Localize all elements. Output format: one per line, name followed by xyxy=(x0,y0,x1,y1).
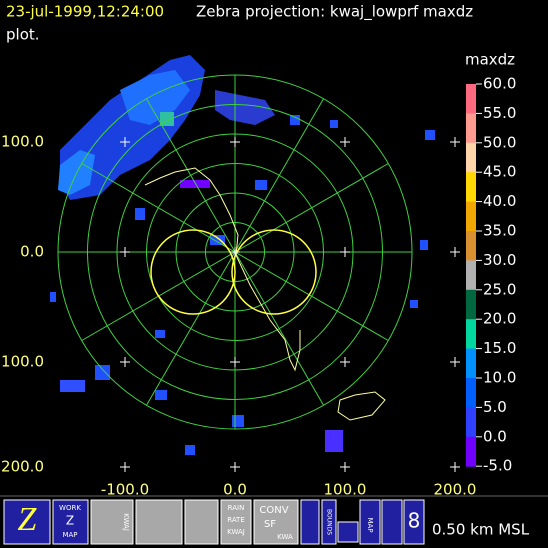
colorbar-segment xyxy=(466,84,476,114)
x-tick-label: 0.0 xyxy=(223,481,247,499)
colorbar-segment xyxy=(466,260,476,291)
grid-cross xyxy=(340,357,350,367)
colorbar-segment xyxy=(466,407,476,438)
grid-cross xyxy=(230,462,240,472)
rain-rate-button[interactable] xyxy=(220,499,252,545)
colorbar-segment xyxy=(466,201,476,232)
colorbar-segment xyxy=(466,172,476,203)
colorbar-label: 10.0 xyxy=(483,369,516,387)
satellite-button[interactable] xyxy=(135,499,183,545)
timestamp: 23-jul-1999,12:24:00 xyxy=(6,3,164,21)
button-label: KWAJ xyxy=(122,513,130,531)
colorbar-label: 20.0 xyxy=(483,310,516,328)
colorbar-segment xyxy=(466,289,476,320)
toolbar: Z WORK Z MAP KWAJ RAIN RATE KWAJ CONV SF… xyxy=(3,499,425,545)
colorbar-title: maxdz xyxy=(465,51,515,69)
altitude-status: 0.50 km MSL xyxy=(432,521,530,539)
colorbar-segment xyxy=(466,436,476,467)
colorbar-segment xyxy=(466,319,476,350)
grid-cross xyxy=(450,247,460,257)
grid-cross xyxy=(120,247,130,257)
y-tick-label: 100.0 xyxy=(1,353,44,371)
button-label: Z xyxy=(66,514,74,528)
zebra-button[interactable] xyxy=(3,499,51,545)
colorbar-label: 60.0 xyxy=(483,75,516,93)
grid-cross xyxy=(340,462,350,472)
button-label: MAP xyxy=(62,531,77,539)
grid-cross xyxy=(340,247,350,257)
colorbar-label: 55.0 xyxy=(483,104,516,122)
button-label: RAIN xyxy=(228,504,245,512)
button-label: RATE xyxy=(227,516,245,524)
y-tick-label: 100.0 xyxy=(1,133,44,151)
colorbar-label: 15.0 xyxy=(483,339,516,357)
plot-title: Zebra projection: kwaj_lowprf maxdz xyxy=(196,3,473,22)
map-button[interactable] xyxy=(359,499,381,545)
grid-cross xyxy=(230,137,240,147)
x-tick-label: 100.0 xyxy=(324,481,367,499)
y-tick-label: 200.0 xyxy=(1,458,44,476)
button-label: KWAJ xyxy=(227,528,245,536)
loop-icon: 8 xyxy=(408,509,421,533)
colorbar-segment xyxy=(466,378,476,408)
x-tick-label: 200.0 xyxy=(434,481,477,499)
colorbar-label: 25.0 xyxy=(483,280,516,298)
grid-cross xyxy=(120,462,130,472)
x-tick-label: -100.0 xyxy=(101,481,149,499)
grid-cross xyxy=(450,137,460,147)
radar-button[interactable] xyxy=(300,499,320,545)
colorbar-segment xyxy=(466,348,476,379)
button-label: WORK xyxy=(59,504,81,512)
bounds-button[interactable] xyxy=(321,499,337,545)
radar-echoes xyxy=(50,55,435,455)
colorbar-label: 35.0 xyxy=(483,222,516,240)
boundaries xyxy=(150,229,317,315)
colorbar-label: 40.0 xyxy=(483,192,516,210)
button-label: KWA xyxy=(277,533,293,541)
button-label: SF xyxy=(264,519,276,530)
grid-cross xyxy=(230,247,240,257)
colorbar-label: 45.0 xyxy=(483,163,516,181)
zebra-logo: Z xyxy=(18,501,38,538)
button-label: BOUNDS xyxy=(326,509,333,535)
colorbar-segment xyxy=(466,113,476,144)
colorbar-label: 0.0 xyxy=(483,427,507,445)
grid-cross xyxy=(120,357,130,367)
coastline xyxy=(144,167,386,421)
colorbar-label: 50.0 xyxy=(483,133,516,151)
grid-cross xyxy=(450,462,460,472)
grid-cross xyxy=(120,137,130,147)
grid-cross xyxy=(450,357,460,367)
grid-cross xyxy=(230,357,240,367)
y-tick-label: 0.0 xyxy=(20,243,44,261)
colorbar-label: 30.0 xyxy=(483,251,516,269)
colorbar-label: -5.0 xyxy=(483,457,512,475)
button-label: CONV xyxy=(259,505,288,516)
colorbar-segment xyxy=(466,231,476,261)
button-label: MAP xyxy=(366,517,374,532)
grid-button[interactable] xyxy=(337,521,359,543)
kwaj-button[interactable] xyxy=(90,499,134,545)
colorbar-label: 5.0 xyxy=(483,398,507,416)
conv-button[interactable] xyxy=(253,499,299,545)
grid-cross xyxy=(340,137,350,147)
plot-title-wrap: plot. xyxy=(6,26,40,44)
loop-button[interactable] xyxy=(403,499,425,545)
work-map-button-2[interactable] xyxy=(184,499,219,545)
colorbar-segment xyxy=(466,142,476,173)
work-map-button[interactable] xyxy=(52,499,89,545)
us-map-button[interactable] xyxy=(381,499,403,545)
